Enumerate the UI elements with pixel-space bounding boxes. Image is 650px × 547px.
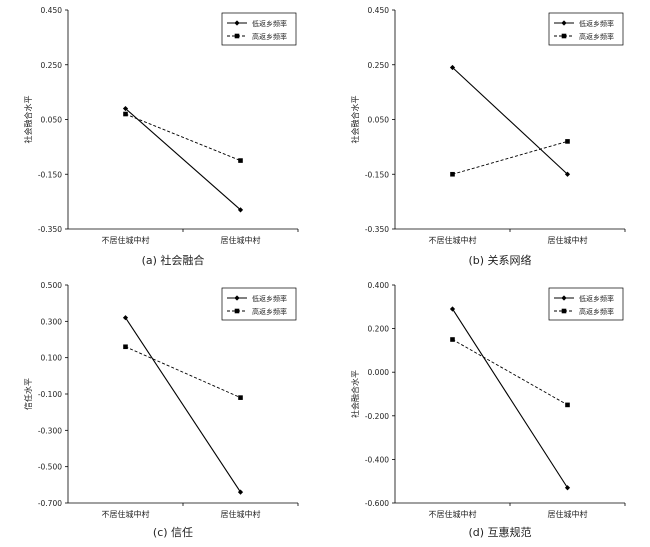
chart-panel-3: 0.500 0.300 0.100 -0.100 -0.300 -0.500 -0.700 不… bbox=[23, 281, 299, 539]
series-line-high bbox=[125, 346, 241, 399]
series-line-low bbox=[452, 67, 568, 175]
data-point bbox=[122, 105, 129, 112]
legend bbox=[548, 287, 624, 321]
legend-label: 高返乡频率 bbox=[579, 307, 614, 316]
legend-label: 高返乡频率 bbox=[252, 32, 287, 41]
data-point bbox=[565, 402, 570, 408]
legend-marker bbox=[234, 20, 240, 26]
legend-marker bbox=[234, 33, 240, 39]
legend-marker bbox=[561, 20, 567, 26]
data-point bbox=[123, 344, 128, 350]
y-tick-label: 0.450 bbox=[41, 6, 63, 15]
chart-caption: (d) 互惠规范 bbox=[468, 525, 531, 539]
y-tick-label: 0.250 bbox=[41, 61, 63, 70]
y-tick-label: 0.200 bbox=[368, 325, 390, 334]
data-point bbox=[450, 337, 455, 342]
series-line-low bbox=[452, 308, 568, 489]
y-tick-label: -0.300 bbox=[38, 426, 62, 435]
legend-label: 高返乡频率 bbox=[579, 32, 614, 41]
x-tick-label: 不居住城中村 bbox=[102, 509, 150, 519]
y-tick-label: -0.350 bbox=[365, 225, 389, 234]
data-point bbox=[564, 171, 571, 177]
y-tick-label: 0.250 bbox=[368, 61, 390, 70]
y-tick-label: -0.200 bbox=[365, 412, 389, 421]
data-point bbox=[565, 139, 570, 144]
y-tick-label: -0.350 bbox=[38, 225, 62, 234]
chart-caption: (a) 社会融合 bbox=[142, 253, 205, 267]
data-point bbox=[238, 395, 243, 400]
y-tick-label: -0.400 bbox=[365, 455, 389, 464]
legend-marker bbox=[234, 308, 240, 314]
data-point bbox=[123, 111, 128, 117]
y-tick-label: -0.600 bbox=[365, 499, 389, 508]
x-tick-label: 不居住城中村 bbox=[429, 235, 477, 245]
data-point bbox=[564, 485, 571, 491]
legend bbox=[548, 12, 624, 46]
y-tick-label: -0.100 bbox=[38, 390, 62, 399]
legend-marker bbox=[561, 308, 567, 314]
data-point bbox=[449, 306, 456, 312]
data-point bbox=[122, 315, 129, 321]
x-tick-label: 不居住城中村 bbox=[102, 235, 150, 245]
legend-label: 低返乡频率 bbox=[252, 19, 287, 28]
legend-marker bbox=[561, 295, 567, 301]
y-tick-label: 0.050 bbox=[368, 116, 390, 125]
series-line-low bbox=[125, 317, 241, 493]
y-tick-label: -0.500 bbox=[38, 463, 62, 472]
series-line-high bbox=[125, 113, 241, 161]
y-axis-title: 社会融合水平 bbox=[350, 370, 360, 418]
y-tick-label: 0.500 bbox=[41, 281, 63, 290]
chart-caption: (b) 关系网络 bbox=[468, 253, 531, 267]
data-point bbox=[449, 64, 456, 71]
series-line-low bbox=[125, 108, 241, 211]
y-tick-label: -0.150 bbox=[365, 170, 389, 179]
legend-label: 高返乡频率 bbox=[252, 307, 287, 316]
y-tick-label: 0.100 bbox=[41, 354, 63, 363]
y-axis-title: 社会融合水平 bbox=[350, 96, 360, 144]
x-tick-label: 居住城中村 bbox=[221, 509, 261, 519]
data-point bbox=[238, 158, 243, 163]
legend-label: 低返乡频率 bbox=[252, 294, 287, 303]
data-point bbox=[237, 207, 244, 213]
legend-label: 低返乡频率 bbox=[579, 294, 614, 303]
y-tick-label: 0.000 bbox=[368, 368, 390, 377]
y-tick-label: 0.300 bbox=[41, 317, 63, 326]
y-tick-label: 0.450 bbox=[368, 6, 390, 15]
x-tick-label: 居住城中村 bbox=[548, 509, 588, 519]
data-point bbox=[450, 171, 455, 177]
legend bbox=[221, 12, 297, 46]
x-tick-label: 居住城中村 bbox=[221, 235, 261, 245]
y-tick-label: -0.150 bbox=[38, 170, 62, 179]
chart-panel-4: 0.400 0.200 0.000 -0.200 -0.400 -0.600 不居住城中村 居… bbox=[350, 281, 626, 539]
chart-panel-1: 0.450 0.250 0.050 -0.150 -0.350 不居住城中村 居住城中村 社会… bbox=[23, 6, 299, 267]
data-point bbox=[237, 489, 244, 495]
x-tick-label: 不居住城中村 bbox=[429, 509, 477, 519]
legend bbox=[221, 287, 297, 321]
chart-caption: (c) 信任 bbox=[153, 526, 193, 539]
legend-marker bbox=[561, 33, 567, 39]
y-axis-title: 社会融合水平 bbox=[23, 96, 33, 144]
chart-panel-2: 0.450 0.250 0.050 -0.150 -0.350 不居住城中村 居住城中村 社会… bbox=[350, 6, 626, 267]
y-tick-label: -0.700 bbox=[38, 499, 62, 508]
x-tick-label: 居住城中村 bbox=[548, 235, 588, 245]
legend-marker bbox=[234, 295, 240, 301]
y-tick-label: 0.400 bbox=[368, 281, 390, 290]
legend-label: 低返乡频率 bbox=[579, 19, 614, 28]
y-tick-label: 0.050 bbox=[41, 116, 63, 125]
series-line-high bbox=[452, 339, 568, 406]
y-axis-title: 信任水平 bbox=[23, 378, 33, 410]
